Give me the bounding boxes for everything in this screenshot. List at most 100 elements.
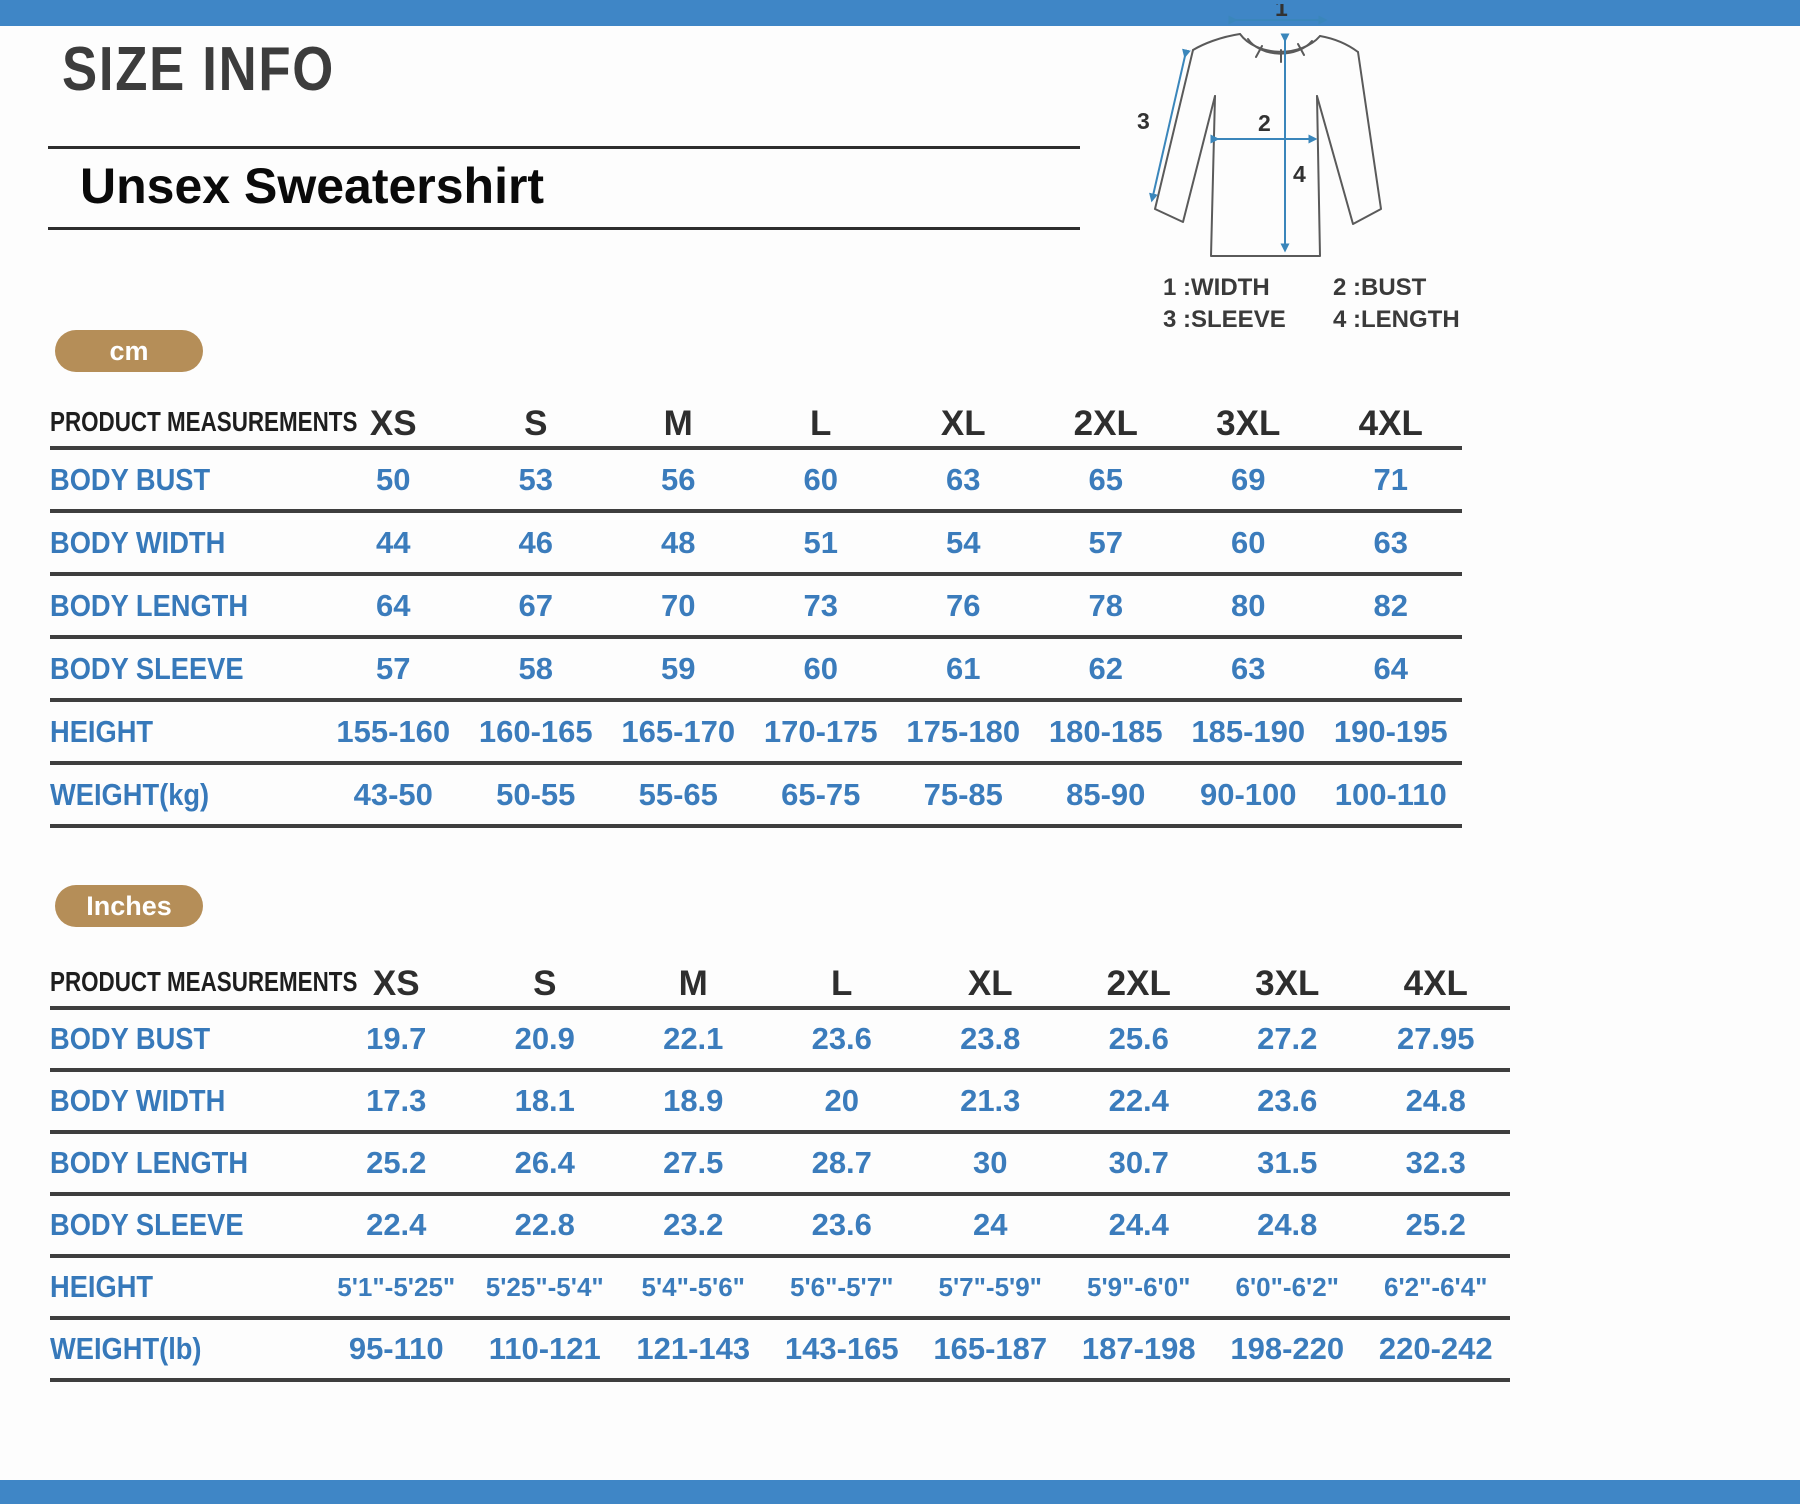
- value-cell: 54: [946, 524, 981, 560]
- size-column-header: L: [810, 404, 832, 443]
- value-cell: 198-220: [1230, 1331, 1345, 1366]
- value-cell: 46: [518, 524, 553, 560]
- row-label: WEIGHT(kg): [50, 776, 210, 812]
- row-label: BODY LENGTH: [50, 587, 249, 623]
- value-cell: 56: [661, 461, 696, 497]
- value-cell: 28.7: [811, 1145, 872, 1180]
- value-cell: 51: [803, 524, 838, 560]
- row-label: BODY SLEEVE: [50, 1207, 244, 1242]
- size-column-header: S: [524, 404, 548, 443]
- table-row: BODY BUST 50 53 56 60 63 65 69 71: [50, 450, 1462, 513]
- table-body: BODY BUST 19.7 20.9 22.1 23.6 23.8 25.6 27.2 27.…: [50, 1010, 1510, 1382]
- bottom-accent-bar: [0, 1480, 1800, 1504]
- table-row: BODY WIDTH 17.3 18.1 18.9 20 21.3 22.4 23.6 24.8: [50, 1072, 1510, 1134]
- value-cell: 155-160: [336, 713, 451, 749]
- value-cell: 90-100: [1199, 776, 1297, 812]
- value-cell: 76: [946, 587, 981, 623]
- value-cell: 23.6: [811, 1021, 872, 1056]
- size-column-header: 2XL: [1073, 404, 1138, 443]
- value-cell: 5'9"-6'0": [1086, 1271, 1191, 1302]
- value-cell: 160-165: [478, 713, 593, 749]
- value-cell: 43-50: [353, 776, 433, 812]
- size-column-header: M: [663, 404, 693, 443]
- value-cell: 18.9: [663, 1083, 724, 1118]
- legend-item-width: 1 :WIDTH: [1163, 274, 1270, 301]
- row-label: BODY BUST: [50, 1021, 211, 1056]
- value-cell: 20: [824, 1083, 859, 1118]
- size-column-header: XL: [940, 404, 986, 443]
- value-cell: 6'2"-6'4": [1383, 1271, 1488, 1302]
- value-cell: 26.4: [514, 1145, 575, 1180]
- value-cell: 25.2: [366, 1145, 427, 1180]
- value-cell: 57: [1088, 524, 1123, 560]
- table-header-row: PRODUCT MEASUREMENTS XS S M L XL 2XL 3XL 4XL: [50, 398, 1462, 450]
- unit-badge-cm: cm: [55, 330, 203, 372]
- table-row: WEIGHT(lb) 95-110 110-121 121-143 143-165 165…: [50, 1320, 1510, 1382]
- row-label: BODY WIDTH: [50, 1083, 226, 1118]
- row-label: BODY WIDTH: [50, 524, 226, 560]
- value-cell: 44: [376, 524, 411, 560]
- value-cell: 67: [518, 587, 553, 623]
- row-label: WEIGHT(lb): [50, 1331, 202, 1366]
- value-cell: 24.8: [1405, 1083, 1466, 1118]
- table-header-row: PRODUCT MEASUREMENTS XS S M L XL 2XL 3XL 4XL: [50, 958, 1510, 1010]
- value-cell: 57: [376, 650, 411, 686]
- unit-badge-cm-label: cm: [109, 335, 149, 366]
- value-cell: 30: [973, 1145, 1008, 1180]
- table-row: WEIGHT(kg) 43-50 50-55 55-65 65-75 75-85 85-90…: [50, 765, 1462, 828]
- unit-badge-inches-label: Inches: [86, 890, 172, 921]
- value-cell: 6'0"-6'2": [1235, 1271, 1340, 1302]
- arrow-number-1: 1: [1275, 4, 1288, 21]
- value-cell: 27.2: [1257, 1021, 1318, 1056]
- value-cell: 22.8: [514, 1207, 575, 1242]
- value-cell: 110-121: [488, 1331, 601, 1366]
- garment-diagram: 1 2 3 4 1 :WIDTH 2 :BUST 3 :SLEEVE 4 :LE…: [1115, 4, 1495, 334]
- value-cell: 22.4: [1108, 1083, 1169, 1118]
- value-cell: 30.7: [1108, 1145, 1169, 1180]
- value-cell: 64: [1373, 650, 1408, 686]
- value-cell: 64: [376, 587, 411, 623]
- value-cell: 220-242: [1378, 1331, 1493, 1366]
- table-row: BODY SLEEVE 22.4 22.8 23.2 23.6 24 24.4 24.8 25.…: [50, 1196, 1510, 1258]
- value-cell: 27.5: [663, 1145, 724, 1180]
- value-cell: 17.3: [366, 1083, 427, 1118]
- measurements-column-header: PRODUCT MEASUREMENTS: [50, 406, 358, 437]
- arrow-number-4: 4: [1293, 161, 1306, 187]
- value-cell: 69: [1231, 461, 1266, 497]
- size-column-header: M: [678, 964, 708, 1003]
- size-table-cm: PRODUCT MEASUREMENTS XS S M L XL 2XL 3XL 4XL BOD…: [50, 398, 1462, 828]
- value-cell: 80: [1231, 587, 1266, 623]
- legend-item-bust: 2 :BUST: [1333, 274, 1427, 301]
- row-label: BODY SLEEVE: [50, 650, 244, 686]
- value-cell: 23.6: [811, 1207, 872, 1242]
- value-cell: 73: [803, 587, 838, 623]
- value-cell: 53: [518, 461, 553, 497]
- value-cell: 61: [946, 650, 981, 686]
- value-cell: 60: [803, 650, 838, 686]
- table-body: BODY BUST 50 53 56 60 63 65 69 71 BODY WIDTH 44 46 4…: [50, 450, 1462, 828]
- value-cell: 59: [661, 650, 696, 686]
- value-cell: 60: [803, 461, 838, 497]
- value-cell: 19.7: [366, 1021, 427, 1056]
- value-cell: 63: [1373, 524, 1408, 560]
- product-name-box: Unsex Sweatershirt: [48, 146, 1080, 230]
- top-accent-bar: [0, 0, 1800, 26]
- sweatshirt-outline: [1154, 33, 1382, 257]
- table-row: BODY SLEEVE 57 58 59 60 61 62 63 64: [50, 639, 1462, 702]
- value-cell: 175-180: [906, 713, 1021, 749]
- value-cell: 71: [1373, 461, 1408, 497]
- value-cell: 82: [1373, 587, 1408, 623]
- value-cell: 95-110: [348, 1331, 444, 1366]
- measurements-column-header: PRODUCT MEASUREMENTS: [50, 966, 358, 997]
- value-cell: 75-85: [923, 776, 1003, 812]
- value-cell: 5'25"-5'4": [485, 1271, 604, 1302]
- value-cell: 60: [1231, 524, 1266, 560]
- value-cell: 190-195: [1333, 713, 1448, 749]
- size-column-header: L: [831, 964, 853, 1003]
- value-cell: 22.1: [663, 1021, 724, 1056]
- value-cell: 24.8: [1257, 1207, 1318, 1242]
- value-cell: 55-65: [638, 776, 718, 812]
- value-cell: 62: [1088, 650, 1123, 686]
- legend-item-sleeve: 3 :SLEEVE: [1163, 306, 1286, 333]
- value-cell: 170-175: [763, 713, 878, 749]
